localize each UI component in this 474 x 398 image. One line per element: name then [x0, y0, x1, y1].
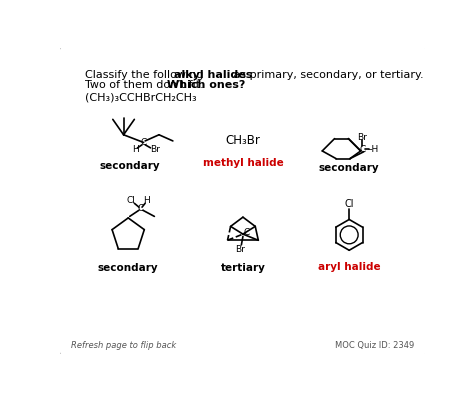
Text: secondary: secondary [98, 263, 158, 273]
Text: Cl: Cl [126, 197, 135, 205]
Text: C: C [244, 228, 250, 237]
Text: Br: Br [357, 133, 367, 142]
Text: C: C [140, 138, 147, 147]
Text: C: C [137, 204, 144, 213]
Text: Br: Br [150, 145, 160, 154]
Text: Cl: Cl [345, 199, 354, 209]
Text: Classify the following: Classify the following [85, 70, 207, 80]
FancyBboxPatch shape [59, 46, 427, 356]
Text: (CH₃)₃CCHBrCH₂CH₃: (CH₃)₃CCHBrCH₂CH₃ [85, 93, 197, 103]
Text: –H: –H [367, 145, 379, 154]
Text: tertiary: tertiary [220, 263, 265, 273]
Text: aryl halide: aryl halide [318, 262, 381, 272]
Text: H: H [143, 197, 150, 205]
Text: secondary: secondary [319, 163, 380, 173]
Text: as primary, secondary, or tertiary.: as primary, secondary, or tertiary. [230, 70, 423, 80]
Text: Refresh page to flip back: Refresh page to flip back [71, 341, 176, 350]
Text: CH₃Br: CH₃Br [226, 134, 260, 146]
Text: Br: Br [235, 245, 245, 254]
Text: secondary: secondary [100, 160, 160, 171]
Text: methyl halide: methyl halide [202, 158, 283, 168]
Text: MOC Quiz ID: 2349: MOC Quiz ID: 2349 [336, 341, 415, 350]
Text: C: C [359, 145, 365, 154]
Text: Which ones?: Which ones? [167, 80, 246, 90]
Text: H: H [133, 145, 139, 154]
Text: Two of them don’t fit.: Two of them don’t fit. [85, 80, 207, 90]
Text: alkyl halides: alkyl halides [174, 70, 253, 80]
